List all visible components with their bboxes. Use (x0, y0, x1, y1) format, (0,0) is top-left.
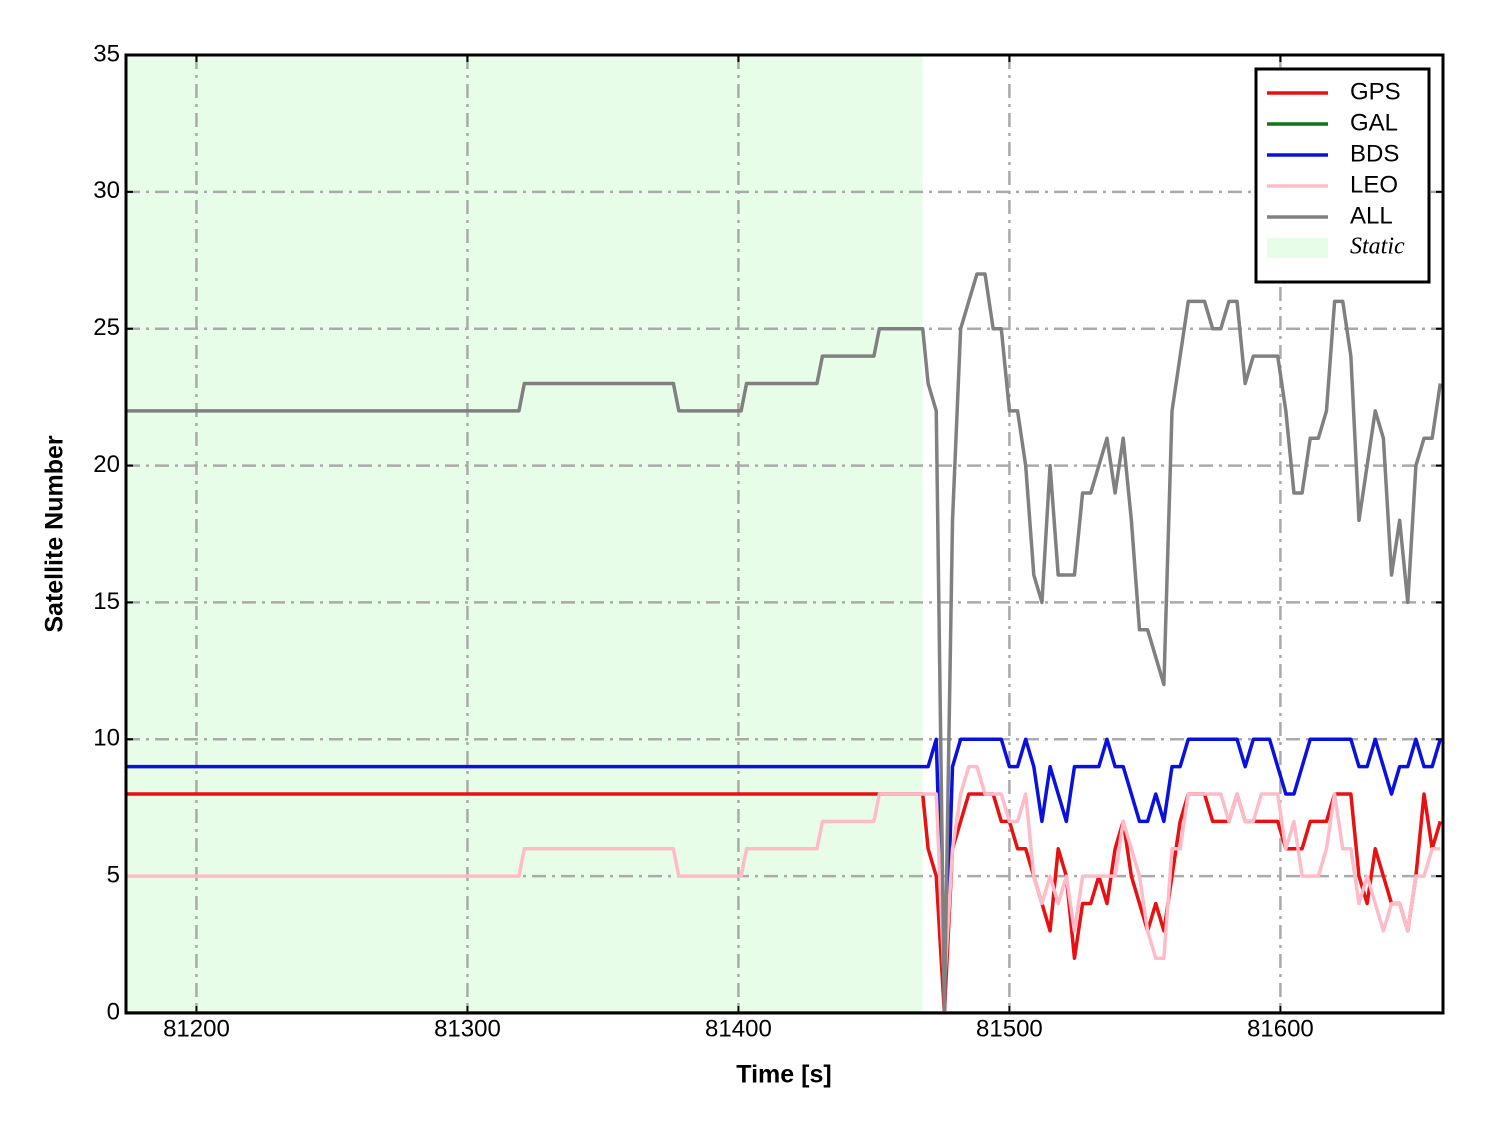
y-tick-label: 15 (93, 588, 120, 615)
x-axis-label: Time [s] (736, 1061, 831, 1089)
legend-label: GAL (1350, 109, 1398, 136)
legend-label: ALL (1350, 202, 1393, 229)
y-tick-label: 35 (93, 40, 120, 67)
legend-swatch (1267, 238, 1328, 258)
series-line (126, 737, 1442, 1013)
static-span (126, 55, 923, 1013)
legend-label: BDS (1350, 140, 1399, 167)
y-tick-label: 10 (93, 725, 120, 752)
x-tick-label: 81400 (705, 1015, 772, 1042)
y-tick-label: 5 (107, 861, 120, 888)
series-line (126, 764, 1441, 988)
y-tick-label: 25 (93, 314, 120, 341)
series-line (126, 792, 1442, 1013)
legend-label: Static (1350, 234, 1405, 260)
legend-label: GPS (1350, 78, 1401, 105)
x-tick-label: 81600 (1247, 1015, 1314, 1042)
series-line (126, 272, 1443, 1013)
x-tick-label: 81300 (434, 1015, 501, 1042)
plot-frame (124, 53, 1445, 1015)
y-tick-label: 20 (93, 451, 120, 478)
y-tick-label: 0 (107, 998, 120, 1025)
legend-label: LEO (1350, 171, 1398, 198)
y-axis-label: Satellite Number (41, 435, 69, 633)
x-tick-label: 81500 (976, 1015, 1043, 1042)
y-tick-label: 30 (93, 177, 120, 204)
x-tick-label: 81200 (163, 1015, 230, 1042)
